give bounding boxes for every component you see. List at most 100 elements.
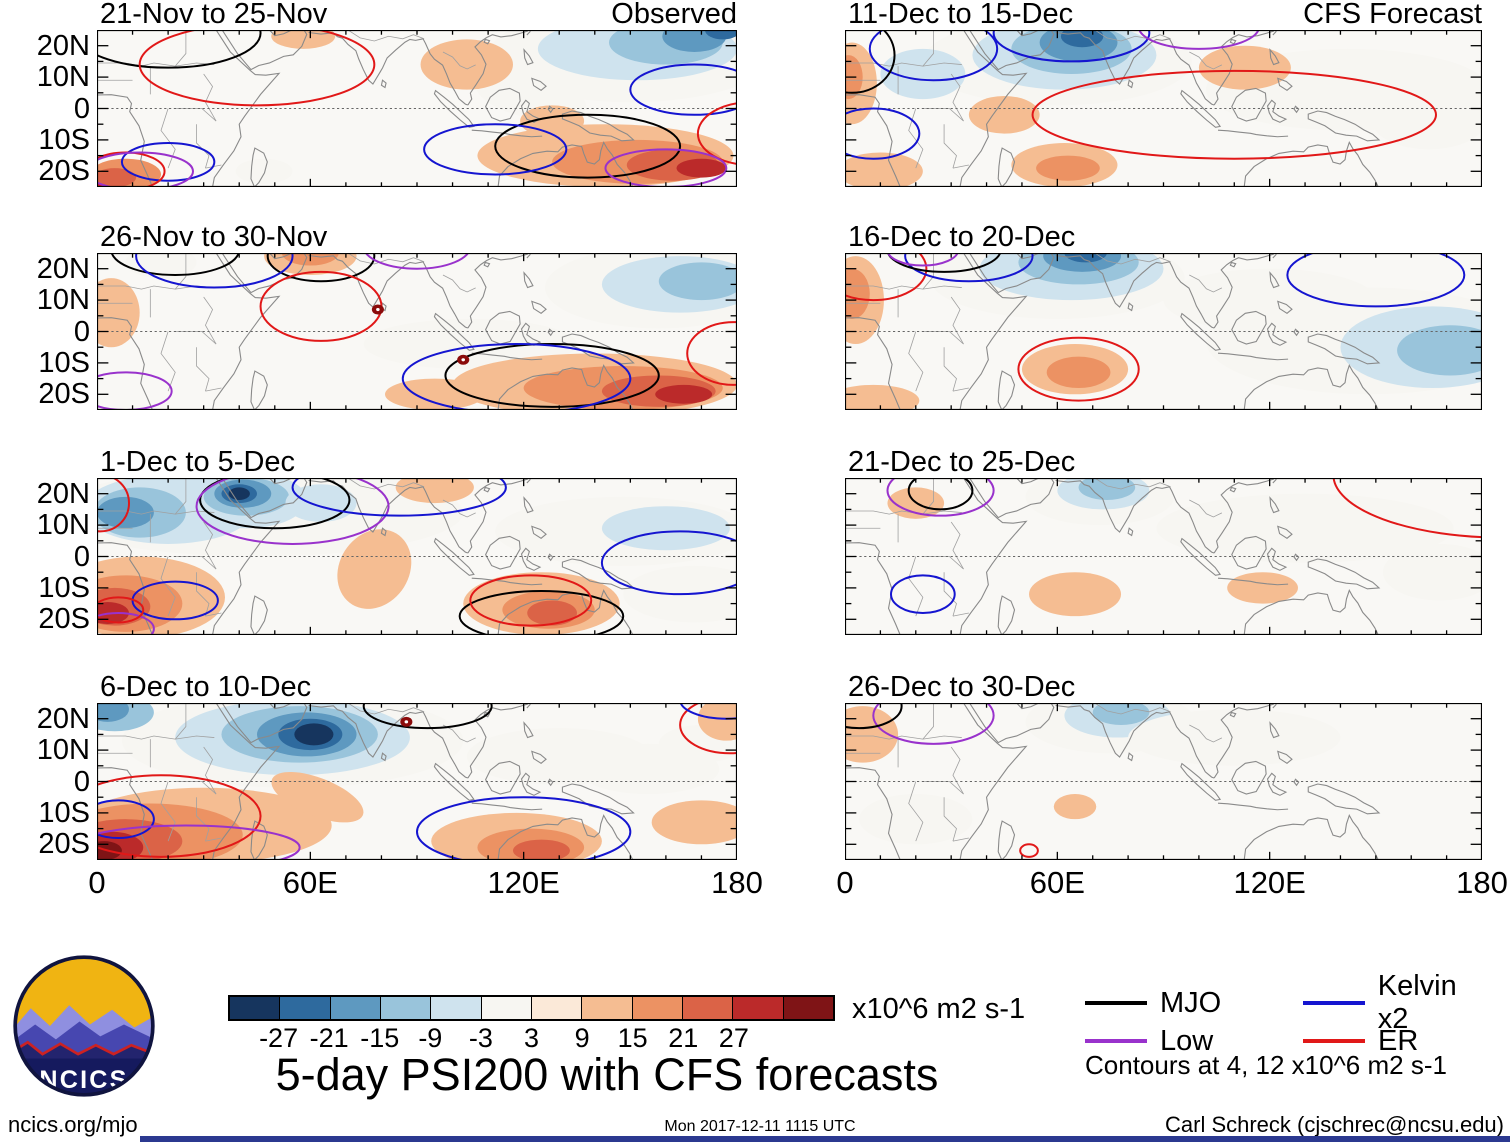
mjo-contour xyxy=(460,591,624,635)
kelvin-contour xyxy=(905,253,1032,281)
panel-title-4: 6-Dec to 10-Dec xyxy=(100,671,312,703)
site-link: ncics.org/mjo xyxy=(8,1112,138,1137)
y-axis-label: 20S xyxy=(38,603,90,636)
colorbar-tick-label: 21 xyxy=(668,1023,699,1053)
legend-note: Contours at 4, 12 x10^6 m2 s-1 xyxy=(1085,1050,1447,1080)
colorbar-segments xyxy=(228,995,835,1021)
legend-label: ER xyxy=(1378,1024,1419,1057)
colorbar-segment xyxy=(530,997,582,1019)
mjo-contour xyxy=(364,703,492,728)
kelvin-contour xyxy=(994,30,1150,61)
kelvin-contour xyxy=(293,478,506,516)
er-contour xyxy=(97,597,143,622)
low-contour xyxy=(97,613,154,635)
timestamp: Mon 2017-12-11 1115 UTC xyxy=(664,1118,856,1135)
y-axis-label: 10N xyxy=(36,509,90,542)
map-panel xyxy=(845,30,1482,187)
y-axis-label: 10S xyxy=(38,571,90,604)
er-contour xyxy=(97,478,129,531)
colorbar-segment xyxy=(430,997,481,1019)
er-contour xyxy=(470,575,591,625)
y-axis-label: 10S xyxy=(38,796,90,829)
y-axis-label: 20N xyxy=(36,702,90,735)
cyclone-marker xyxy=(457,354,470,365)
low-contour xyxy=(197,478,389,544)
low-contour xyxy=(873,703,993,744)
legend-label: Kelvin x2 xyxy=(1377,970,1457,1035)
colorbar-units: x10^6 m2 s-1 xyxy=(852,993,1026,1025)
y-axis-label: 20S xyxy=(38,155,90,188)
x-axis-label: 0 xyxy=(836,865,854,900)
colorbar-tick-label: 3 xyxy=(523,1023,540,1053)
panel-title-8: 26-Dec to 30-Dec xyxy=(848,671,1076,703)
colorbar-segment xyxy=(581,997,632,1019)
column-header-forecast: CFS Forecast xyxy=(1303,0,1482,30)
colorbar-tick-label: -15 xyxy=(360,1023,400,1053)
colorbar-segment xyxy=(631,997,682,1019)
bottom-edge-strip xyxy=(140,1136,1510,1142)
low-contour xyxy=(97,372,172,410)
legend-item-low: Low xyxy=(1085,1024,1303,1057)
map-panel xyxy=(845,478,1482,635)
legend-label: Low xyxy=(1160,1024,1214,1057)
colorbar-tick-label: -9 xyxy=(418,1023,443,1053)
y-axis-label: 10S xyxy=(38,123,90,156)
contour-legend: MJO Kelvin x2 Low ER xyxy=(1085,970,1495,1057)
kelvin-contour xyxy=(424,124,566,174)
low-contour xyxy=(605,149,726,187)
er-contour xyxy=(1020,844,1038,857)
low-contour xyxy=(97,825,300,860)
er-contour xyxy=(140,30,375,105)
legend-label: MJO xyxy=(1160,986,1222,1019)
colorbar-segment xyxy=(782,997,833,1019)
colorbar-tick-label: -3 xyxy=(468,1023,493,1053)
y-axis-label: 10N xyxy=(36,61,90,94)
column-header-observed: Observed xyxy=(611,0,737,30)
kelvin-contour xyxy=(845,109,919,159)
y-axis-label: 20S xyxy=(38,378,90,411)
x-axis-label: 120E xyxy=(487,865,560,900)
colorbar-tick-label: 15 xyxy=(617,1023,648,1053)
er-contour xyxy=(680,703,737,753)
colorbar-tick-label: 9 xyxy=(574,1023,590,1053)
map-panel: 20N 10N 0 10S 20S 0 60E 120E 180 xyxy=(37,703,763,900)
panel-title-6: 16-Dec to 20-Dec xyxy=(848,221,1076,253)
er-line-sample xyxy=(1303,1039,1365,1043)
low-contour xyxy=(887,478,993,516)
y-axis-label: 0 xyxy=(73,92,90,125)
y-axis-label: 10S xyxy=(38,346,90,379)
x-axis-label: 120E xyxy=(1233,865,1306,900)
er-contour xyxy=(1033,71,1436,159)
kelvin-contour xyxy=(630,65,737,115)
kelvin-contour xyxy=(403,344,631,410)
mjo-contour xyxy=(97,30,261,68)
map-panel: 20N 10N 0 10S 20S xyxy=(37,30,737,187)
kelvin-contour xyxy=(602,531,737,594)
colorbar-tick-label: 27 xyxy=(718,1023,749,1053)
mjo-contour xyxy=(268,253,375,281)
x-axis-label: 60E xyxy=(282,865,338,900)
kelvin-contour xyxy=(1287,253,1464,306)
er-contour xyxy=(687,322,737,385)
colorbar-segment xyxy=(279,997,330,1019)
er-contour xyxy=(698,102,737,165)
credit: Carl Schreck (cjschrec@ncsu.edu) xyxy=(1165,1112,1504,1137)
panel-title-1: 21-Nov to 25-Nov xyxy=(100,0,328,30)
colorbar-segment xyxy=(681,997,733,1019)
colorbar-segment xyxy=(329,997,380,1019)
panel-title-5: 11-Dec to 15-Dec xyxy=(848,0,1074,30)
kelvin-contour xyxy=(870,30,997,80)
mjo-contour xyxy=(445,344,658,407)
low-contour xyxy=(887,253,958,266)
panel-title-3: 1-Dec to 5-Dec xyxy=(100,446,296,478)
colorbar-segment xyxy=(379,997,431,1019)
mjo-contour xyxy=(845,30,895,93)
kelvin-contour xyxy=(122,143,214,181)
panel-title-2: 26-Nov to 30-Nov xyxy=(100,221,328,253)
x-axis-label: 180 xyxy=(1456,865,1508,900)
ncics-logo: NCICS xyxy=(13,955,155,1097)
x-axis-label: 0 xyxy=(88,865,106,900)
colorbar-labels: -27 -21 -15 -9 -3 3 9 15 21 27 xyxy=(228,1021,835,1053)
kelvin-contour xyxy=(97,800,154,838)
er-contour xyxy=(97,775,261,857)
